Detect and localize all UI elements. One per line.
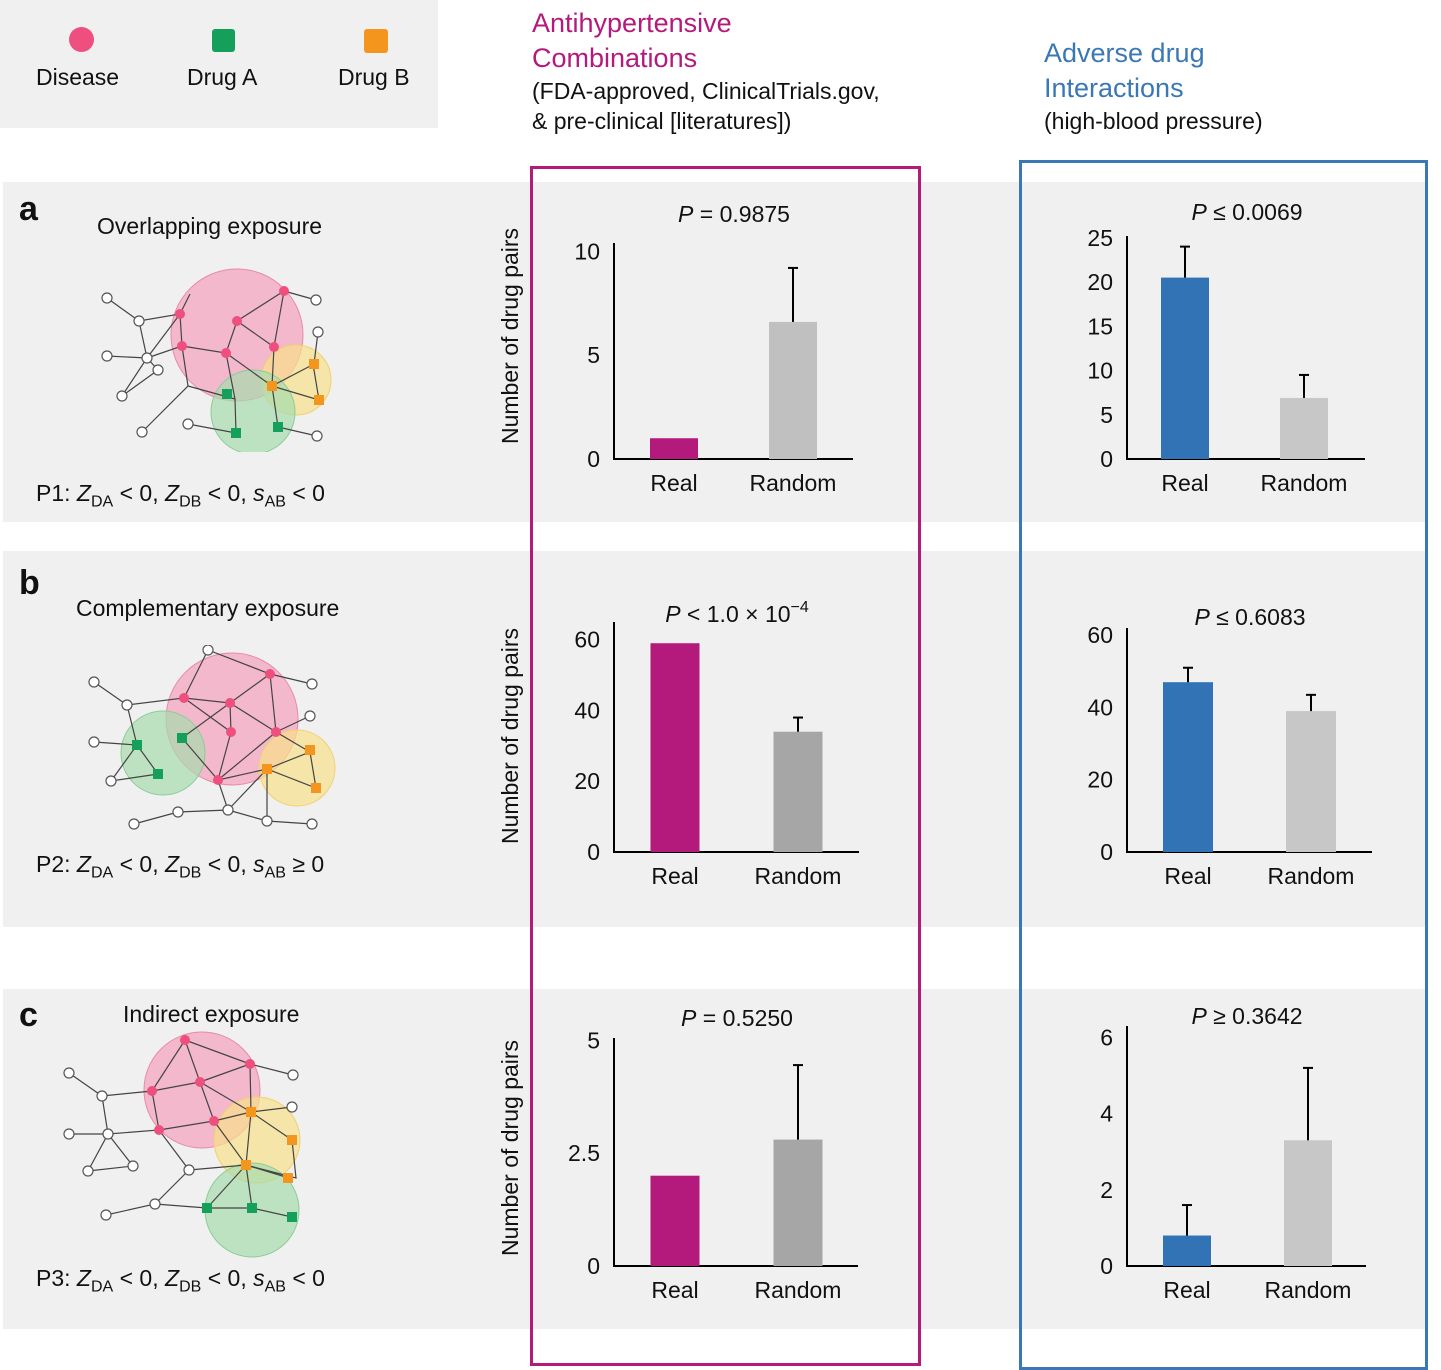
x-tick-label-real-b-antihypertensive: Real <box>651 863 698 889</box>
y-tick-label-c-antihypertensive: 5 <box>587 1027 600 1053</box>
bar-real-c-adverse <box>1163 1235 1211 1266</box>
x-tick-label-real-c-antihypertensive: Real <box>651 1277 698 1303</box>
bar-real-b-antihypertensive <box>650 643 700 852</box>
legend-disease-label: Disease <box>36 64 120 90</box>
y-tick-label-a-adverse: 25 <box>1087 225 1113 251</box>
y-tick-label-c-adverse: 0 <box>1100 1253 1113 1279</box>
panel-b-letter: b <box>19 564 40 602</box>
y-tick-label-c-adverse: 2 <box>1100 1177 1113 1203</box>
x-tick-label-real-a-adverse: Real <box>1161 470 1208 496</box>
y-tick-label-b-antihypertensive: 60 <box>574 627 600 653</box>
adverse-header: Adverse drug Interactions (high-blood pr… <box>1044 36 1263 136</box>
x-tick-label-random-c-antihypertensive: Random <box>755 1277 842 1303</box>
y-tick-label-b-adverse: 20 <box>1087 767 1113 793</box>
p-value-b-adverse: P ≤ 0.6083 <box>1194 604 1305 630</box>
x-tick-label-real-b-adverse: Real <box>1164 863 1211 889</box>
y-tick-label-a-antihypertensive: 10 <box>574 238 600 264</box>
drug-b-legend-marker <box>364 29 388 53</box>
bar-real-c-antihypertensive <box>650 1175 700 1266</box>
x-tick-label-random-c-adverse: Random <box>1265 1277 1352 1303</box>
p-value-a-antihypertensive: P = 0.9875 <box>678 201 790 227</box>
p-value-c-antihypertensive: P = 0.5250 <box>681 1005 793 1031</box>
bar-real-b-adverse <box>1163 682 1213 852</box>
p-value-a-adverse: P ≤ 0.0069 <box>1191 199 1302 225</box>
bar-real-a-antihypertensive <box>650 438 698 459</box>
y-tick-label-b-antihypertensive: 0 <box>587 839 600 865</box>
panel-c-letter: c <box>19 996 38 1034</box>
disease-legend-marker <box>69 27 94 52</box>
bar-random-c-antihypertensive <box>773 1139 823 1266</box>
y-tick-label-c-adverse: 4 <box>1100 1101 1113 1127</box>
antihypertensive-subtitle-line1: (FDA-approved, ClinicalTrials.gov, <box>532 78 880 104</box>
y-tick-label-a-adverse: 5 <box>1100 402 1113 428</box>
x-tick-label-real-a-antihypertensive: Real <box>650 470 697 496</box>
network-diagram-c <box>63 1031 301 1258</box>
antihypertensive-subtitle-line2: & pre-clinical [literatures]) <box>532 108 792 134</box>
panel-b-title: Complementary exposure <box>76 595 340 621</box>
antihypertensive-title-line1: Antihypertensive <box>532 8 732 38</box>
y-tick-label-b-antihypertensive: 40 <box>574 697 600 723</box>
bar-real-a-adverse <box>1161 277 1209 459</box>
p-value-b-antihypertensive: P < 1.0 × 10−4 <box>665 599 809 627</box>
y-tick-label-a-adverse: 0 <box>1100 446 1113 472</box>
y-tick-label-a-antihypertensive: 5 <box>587 342 600 368</box>
adverse-title-line2: Interactions <box>1044 73 1184 103</box>
y-tick-label-b-adverse: 0 <box>1100 839 1113 865</box>
network-diagram-a <box>101 268 332 452</box>
antihypertensive-header: Antihypertensive Combinations (FDA-appro… <box>532 6 880 136</box>
x-tick-label-random-b-antihypertensive: Random <box>755 863 842 889</box>
network-diagram-b <box>88 645 336 830</box>
y-tick-label-a-adverse: 15 <box>1087 313 1113 339</box>
y-tick-label-a-antihypertensive: 0 <box>587 446 600 472</box>
y-tick-label-b-adverse: 60 <box>1087 622 1113 648</box>
p-value-c-adverse: P ≥ 0.3642 <box>1191 1003 1302 1029</box>
x-tick-label-random-a-adverse: Random <box>1261 470 1348 496</box>
adverse-subtitle: (high-blood pressure) <box>1044 108 1263 134</box>
x-tick-label-real-c-adverse: Real <box>1163 1277 1210 1303</box>
x-tick-label-random-a-antihypertensive: Random <box>750 470 837 496</box>
y-tick-label-c-antihypertensive: 2.5 <box>568 1140 600 1166</box>
y-tick-label-c-antihypertensive: 0 <box>587 1253 600 1279</box>
panel-c-formula: P3: ZDA < 0, ZDB < 0, sAB < 0 <box>36 1265 325 1296</box>
legend-drug-a-label: Drug A <box>187 64 258 90</box>
adverse-title-line1: Adverse drug <box>1044 38 1205 68</box>
drug-a-legend-marker <box>212 29 235 52</box>
bar-random-a-antihypertensive <box>769 321 817 459</box>
bar-random-b-adverse <box>1286 711 1336 852</box>
y-tick-label-a-adverse: 20 <box>1087 269 1113 295</box>
y-tick-label-b-antihypertensive: 20 <box>574 768 600 794</box>
panel-b-formula: P2: ZDA < 0, ZDB < 0, sAB ≥ 0 <box>36 851 325 882</box>
panel-a-title: Overlapping exposure <box>97 213 323 239</box>
panel-a-letter: a <box>19 190 38 228</box>
bar-random-c-adverse <box>1284 1140 1332 1266</box>
antihypertensive-title-line2: Combinations <box>532 43 698 73</box>
legend-drug-b-label: Drug B <box>338 64 410 90</box>
panel-c-title: Indirect exposure <box>123 1001 300 1027</box>
bar-random-b-antihypertensive <box>773 731 823 852</box>
legend-box: Disease Drug A Drug B <box>0 0 438 128</box>
y-tick-label-c-adverse: 6 <box>1100 1024 1113 1050</box>
panel-a-formula: P1: ZDA < 0, ZDB < 0, sAB < 0 <box>36 480 325 511</box>
y-tick-label-b-adverse: 40 <box>1087 694 1113 720</box>
x-tick-label-random-b-adverse: Random <box>1268 863 1355 889</box>
bar-random-a-adverse <box>1280 397 1328 459</box>
y-tick-label-a-adverse: 10 <box>1087 358 1113 384</box>
